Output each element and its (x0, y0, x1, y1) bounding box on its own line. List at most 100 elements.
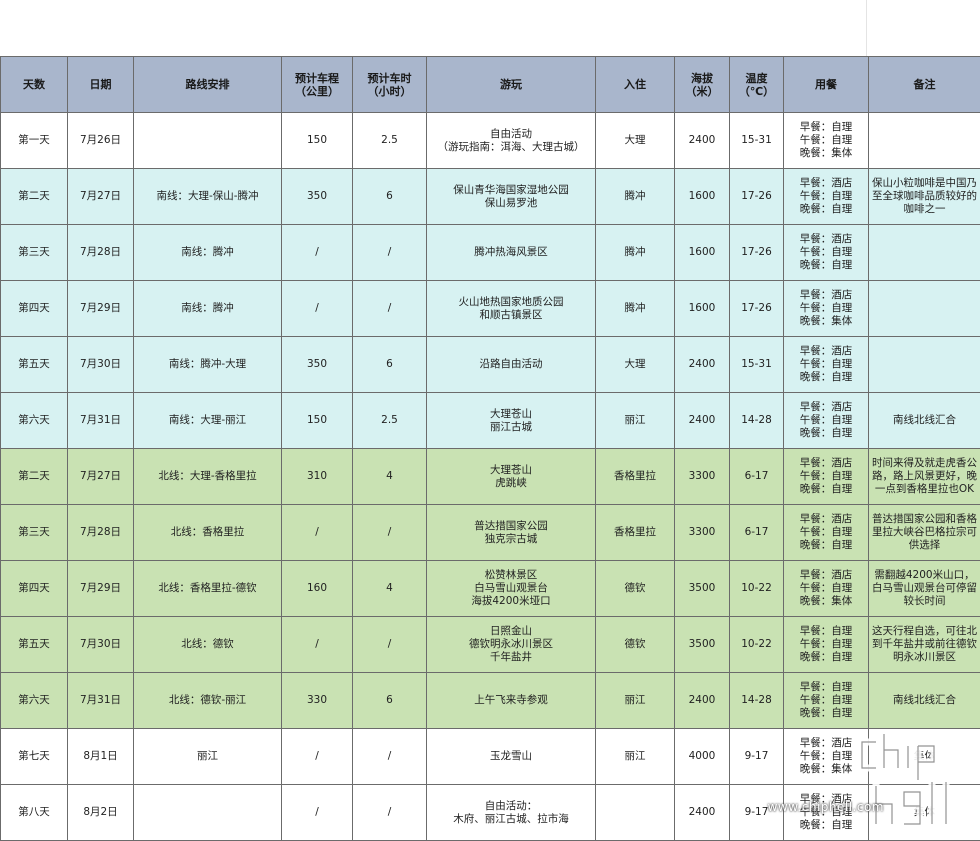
cell-activity-line: 海拔4200米垭口 (430, 595, 592, 608)
cell-note: 集体 (869, 729, 980, 785)
cell-meals: 早餐：酒店午餐：自理晚餐：自理 (784, 169, 869, 225)
header-line: （米） (678, 85, 726, 98)
cell-hours-line: / (356, 526, 423, 539)
cell-temp: 17-26 (730, 281, 784, 337)
cell-route: 南线：腾冲 (134, 281, 282, 337)
cell-distance: / (282, 225, 353, 281)
meal-line: 午餐：自理 (787, 246, 865, 259)
cell-route-line: 北线：德钦-丽江 (137, 694, 278, 707)
cell-activity-line: 上午飞来寺参观 (430, 694, 592, 707)
cell-activity-line: 自由活动 (430, 128, 592, 141)
cell-route: 南线：腾冲-大理 (134, 337, 282, 393)
cell-activity: 日照金山德钦明永冰川景区千年盐井 (427, 617, 596, 673)
cell-hours: / (353, 225, 427, 281)
cell-stay: 大理 (596, 113, 675, 169)
cell-date: 7月27日 (68, 169, 134, 225)
header-line: 温度 (733, 72, 780, 85)
meal-line: 晚餐：集体 (787, 763, 865, 776)
cell-activity-line: 普达措国家公园 (430, 520, 592, 533)
cell-day-line: 第三天 (4, 526, 64, 539)
cell-note: 集体 (869, 785, 980, 841)
cell-hours: 6 (353, 673, 427, 729)
header-line: （公里） (285, 85, 349, 98)
cell-distance-line: / (285, 750, 349, 763)
cell-date: 8月2日 (68, 785, 134, 841)
cell-day: 第四天 (1, 561, 68, 617)
cell-activity: 火山地热国家地质公园和顺古镇景区 (427, 281, 596, 337)
cell-hours: 6 (353, 337, 427, 393)
cell-distance-line: / (285, 806, 349, 819)
header-stay: 入住 (596, 57, 675, 113)
cell-activity-line: 保山易罗池 (430, 197, 592, 210)
cell-route: 北线：德钦-丽江 (134, 673, 282, 729)
cell-activity-line: 腾冲热海风景区 (430, 246, 592, 259)
cell-route-line: 南线：大理-丽江 (137, 414, 278, 427)
cell-temp-line: 10-22 (733, 638, 780, 651)
cell-date: 7月27日 (68, 449, 134, 505)
cell-temp: 14-28 (730, 393, 784, 449)
meal-line: 早餐：酒店 (787, 345, 865, 358)
meal-line: 午餐：自理 (787, 750, 865, 763)
cell-hours: 2.5 (353, 393, 427, 449)
header-distance: 预计车程（公里） (282, 57, 353, 113)
cell-activity-line: 和顺古镇景区 (430, 309, 592, 322)
header-day: 天数 (1, 57, 68, 113)
cell-temp: 17-26 (730, 169, 784, 225)
cell-hours: / (353, 729, 427, 785)
meal-line: 晚餐：集体 (787, 147, 865, 160)
cell-hours-line: / (356, 750, 423, 763)
cell-activity-line: 白马雪山观景台 (430, 582, 592, 595)
meal-line: 午餐：自理 (787, 302, 865, 315)
cell-stay: 腾冲 (596, 225, 675, 281)
meal-line: 午餐：自理 (787, 470, 865, 483)
cell-route: 北线：香格里拉 (134, 505, 282, 561)
cell-distance-line: / (285, 526, 349, 539)
cell-stay: 大理 (596, 337, 675, 393)
cell-route: 北线：德钦 (134, 617, 282, 673)
cell-route-line: 南线：大理-保山-腾冲 (137, 190, 278, 203)
cell-day-line: 第四天 (4, 302, 64, 315)
header-row: 天数 日期 路线安排 预计车程（公里） 预计车时（小时） 游玩 入住 海拔（米）… (1, 57, 980, 113)
cell-note: 这天行程自选，可往北到千年盐井或前往德钦明永冰川景区 (869, 617, 980, 673)
cell-route-line: 北线：大理-香格里拉 (137, 470, 278, 483)
cell-route-line: 南线：腾冲 (137, 302, 278, 315)
cell-distance: / (282, 281, 353, 337)
meal-line: 午餐：自理 (787, 526, 865, 539)
cell-date-line: 7月26日 (71, 134, 130, 147)
cell-stay-line: 香格里拉 (599, 470, 671, 483)
cell-altitude: 3500 (675, 561, 730, 617)
header-route: 路线安排 (134, 57, 282, 113)
header-meals: 用餐 (784, 57, 869, 113)
meal-line: 晚餐：集体 (787, 315, 865, 328)
cell-distance-line: / (285, 638, 349, 651)
cell-day-line: 第三天 (4, 246, 64, 259)
cell-altitude-line: 2400 (678, 134, 726, 147)
cell-date-line: 7月29日 (71, 302, 130, 315)
cell-day: 第二天 (1, 169, 68, 225)
cell-altitude-line: 1600 (678, 190, 726, 203)
cell-temp-line: 15-31 (733, 358, 780, 371)
meal-line: 早餐：酒店 (787, 233, 865, 246)
cell-altitude-line: 1600 (678, 302, 726, 315)
cell-distance: / (282, 505, 353, 561)
cell-route-line: 南线：腾冲 (137, 246, 278, 259)
cell-date-line: 7月28日 (71, 526, 130, 539)
meal-line: 早餐：酒店 (787, 513, 865, 526)
cell-hours-line: 2.5 (356, 134, 423, 147)
cell-activity: 沿路自由活动 (427, 337, 596, 393)
cell-meals: 早餐：酒店午餐：自理晚餐：集体 (784, 729, 869, 785)
cell-note (869, 281, 980, 337)
header-line: （℃） (733, 85, 780, 98)
cell-stay: 德钦 (596, 561, 675, 617)
cell-altitude: 3300 (675, 505, 730, 561)
header-activity: 游玩 (427, 57, 596, 113)
cell-meals: 早餐：自理午餐：自理晚餐：集体 (784, 113, 869, 169)
cell-temp: 14-28 (730, 673, 784, 729)
cell-distance-line: 150 (285, 134, 349, 147)
cell-date-line: 7月30日 (71, 358, 130, 371)
meal-line: 晚餐：自理 (787, 427, 865, 440)
